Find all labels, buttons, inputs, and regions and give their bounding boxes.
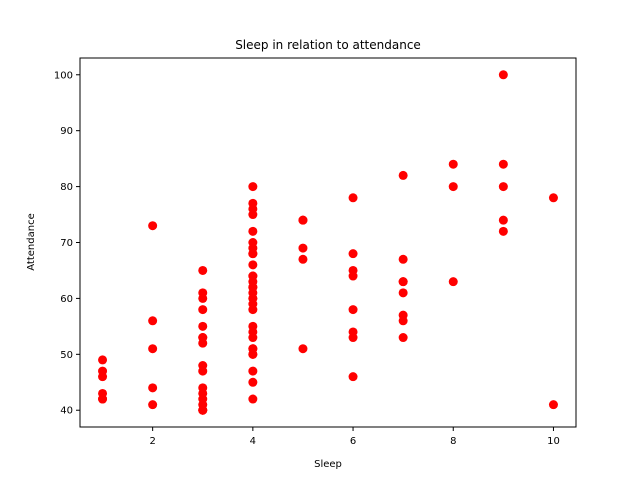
data-point <box>248 305 258 315</box>
data-point <box>348 193 358 203</box>
data-point <box>148 400 158 410</box>
data-point <box>148 383 158 393</box>
data-point <box>248 333 258 343</box>
y-tick-label: 60 <box>60 294 73 305</box>
y-axis-label: Attendance <box>26 213 37 270</box>
data-point <box>248 182 258 192</box>
data-point <box>398 170 408 180</box>
x-axis-ticks: 2 4 6 8 10 <box>149 427 560 447</box>
y-tick-label: 80 <box>60 182 73 193</box>
data-point <box>498 215 508 225</box>
data-point <box>248 271 258 281</box>
data-point <box>348 372 358 382</box>
data-point <box>548 400 558 410</box>
y-tick-label: 40 <box>60 406 73 417</box>
data-point <box>248 394 258 404</box>
data-point <box>548 193 558 203</box>
data-point <box>498 159 508 169</box>
data-point <box>248 377 258 387</box>
data-point <box>198 405 208 415</box>
chart-title: Sleep in relation to attendance <box>235 38 421 52</box>
y-tick-label: 70 <box>60 238 73 249</box>
data-point <box>248 226 258 236</box>
data-point <box>498 182 508 192</box>
data-point <box>248 349 258 359</box>
y-axis-ticks: 40 50 60 70 80 90 100 <box>54 70 80 417</box>
y-tick-label: 50 <box>60 350 73 361</box>
data-point <box>248 282 258 292</box>
data-point <box>348 305 358 315</box>
data-point <box>198 305 208 315</box>
data-point <box>198 366 208 376</box>
data-point <box>398 316 408 326</box>
data-point <box>398 277 408 287</box>
data-point <box>498 226 508 236</box>
data-point <box>348 271 358 281</box>
data-point <box>198 265 208 275</box>
data-point <box>448 159 458 169</box>
data-point <box>98 394 108 404</box>
data-point <box>198 333 208 343</box>
data-point <box>498 70 508 80</box>
data-point <box>298 254 308 264</box>
x-axis-label: Sleep <box>314 459 342 470</box>
x-tick-label: 10 <box>547 436 560 447</box>
data-point <box>248 210 258 220</box>
x-tick-label: 6 <box>350 436 356 447</box>
data-point <box>148 316 158 326</box>
data-point <box>198 321 208 331</box>
data-point <box>248 293 258 303</box>
data-point <box>398 333 408 343</box>
data-points <box>98 70 558 415</box>
data-point <box>448 182 458 192</box>
data-point <box>148 221 158 231</box>
data-point <box>398 288 408 298</box>
data-point <box>248 249 258 259</box>
x-tick-label: 8 <box>450 436 456 447</box>
data-point <box>448 277 458 287</box>
data-point <box>298 344 308 354</box>
plot-area-frame <box>79 57 577 428</box>
data-point <box>98 372 108 382</box>
y-tick-label: 90 <box>60 126 73 137</box>
data-point <box>248 260 258 270</box>
x-tick-label: 4 <box>250 436 256 447</box>
data-point <box>298 215 308 225</box>
data-point <box>348 333 358 343</box>
data-point <box>398 254 408 264</box>
data-point <box>248 366 258 376</box>
data-point <box>148 344 158 354</box>
data-point <box>98 355 108 365</box>
x-tick-label: 2 <box>149 436 155 447</box>
data-point <box>348 249 358 259</box>
data-point <box>298 243 308 253</box>
y-tick-label: 100 <box>54 70 73 81</box>
data-point <box>198 293 208 303</box>
